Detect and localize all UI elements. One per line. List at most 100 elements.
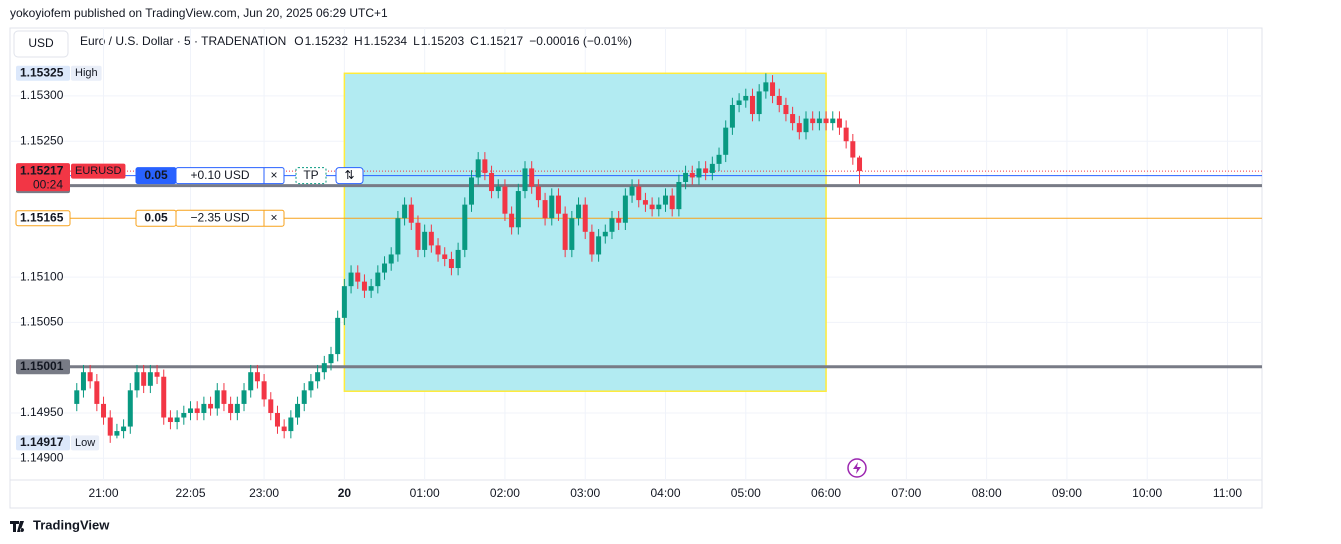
price-label: 1.14917 [20,435,64,449]
currency[interactable]: USD [28,36,54,50]
ohlc-value: 1.15203 [421,34,465,48]
x-tick-label: 01:00 [410,486,440,500]
order-reverse[interactable]: ⇅ [344,168,354,182]
candle-body [295,403,301,418]
candle-body [221,390,227,404]
candle-body [288,417,294,432]
candle-body [415,222,421,250]
order-pnl[interactable]: −2.35 USD [190,210,249,224]
candle-body [475,159,481,178]
candle-body [94,381,100,404]
ohlc-label: C [470,34,479,48]
price-label: 1.15001 [20,359,64,373]
candle-body [181,412,187,418]
change: −0.00016 (−0.01%) [529,34,632,48]
x-tick-label: 22:05 [175,486,205,500]
logo-icon [10,521,25,532]
candle-body [823,118,829,124]
x-tick-label: 11:00 [1213,486,1242,500]
price-label-bg [16,359,70,375]
x-tick-label: 09:00 [1052,486,1082,500]
candle-body [241,390,247,404]
candle-body [328,354,334,364]
candle-body [355,272,361,282]
candle-body [555,195,561,214]
candle-body [562,213,568,250]
order-qty[interactable]: 0.05 [144,210,168,224]
event-icon[interactable] [847,458,867,478]
y-tick-label: 1.14900 [20,450,64,464]
order-tp-bg[interactable] [295,167,327,185]
candle-body [522,168,528,192]
candle-body [208,403,214,409]
candle-body [368,286,374,291]
order-pnl[interactable]: +0.10 USD [190,168,249,182]
candle-body [535,186,541,201]
price-tag: EURUSD [75,165,122,177]
publisher: yokoyiofem published on TradingView.com,… [10,6,388,20]
order-pnl-bg[interactable] [175,209,285,227]
candle-body [234,403,240,413]
candle-body [529,168,535,187]
price-tag-bg [71,163,126,179]
logo: TradingView [33,517,110,532]
ohlc-label: O [294,34,303,48]
candle-body [174,417,180,423]
candle-body [274,412,280,427]
order-tp[interactable]: TP [303,168,318,182]
candle-body [321,363,327,373]
candle-body [261,381,267,400]
candle-body [636,186,642,201]
candle-body [435,245,441,255]
x-tick-label: 20 [338,486,352,500]
countdown: 00:24 [33,177,63,191]
x-tick-label: 21:00 [89,486,119,500]
order-close[interactable]: × [270,168,277,182]
candle-body [749,95,755,115]
candle-body [161,376,167,418]
candle-body [776,95,782,105]
currency-button[interactable] [13,30,69,58]
candle-body [167,417,173,423]
candle-body [549,195,555,219]
candle-body [716,154,722,164]
candle-body [361,281,367,291]
candle-body [201,403,207,413]
candle-body [341,286,347,318]
y-tick-label: 1.15050 [20,315,64,329]
candle-body [616,218,622,223]
candle-body [770,82,776,96]
candle-body [843,127,849,142]
candle-body [468,177,474,205]
candle-body [87,372,93,382]
candle-body [830,118,836,124]
price-tag-bg [71,435,100,451]
order-close[interactable]: × [270,210,277,224]
candle-body [642,200,648,205]
candle-body [669,195,675,210]
order-reverse-bg[interactable] [335,167,364,185]
candle-body [281,426,287,432]
x-tick-label: 10:00 [1132,486,1162,500]
candle-body [402,204,408,219]
candle-body [509,213,515,228]
candle-body [187,408,193,413]
candle-body [428,231,434,246]
candle-body [489,172,495,192]
candle-body [134,372,140,391]
candle-body [602,231,608,237]
y-tick-label: 1.15250 [20,133,64,147]
price-label: 1.15325 [20,65,64,79]
candle-body [395,218,401,255]
order-qty[interactable]: 0.05 [144,168,168,182]
x-tick-label: 05:00 [731,486,761,500]
candle-body [308,381,314,391]
ohlc-value: 1.15234 [364,34,408,48]
candle-body [422,231,428,250]
candle-body [836,118,842,128]
candle-body [736,100,742,105]
order-pnl-bg[interactable] [175,167,285,185]
candle-body [448,258,454,269]
candle-body [542,200,548,219]
